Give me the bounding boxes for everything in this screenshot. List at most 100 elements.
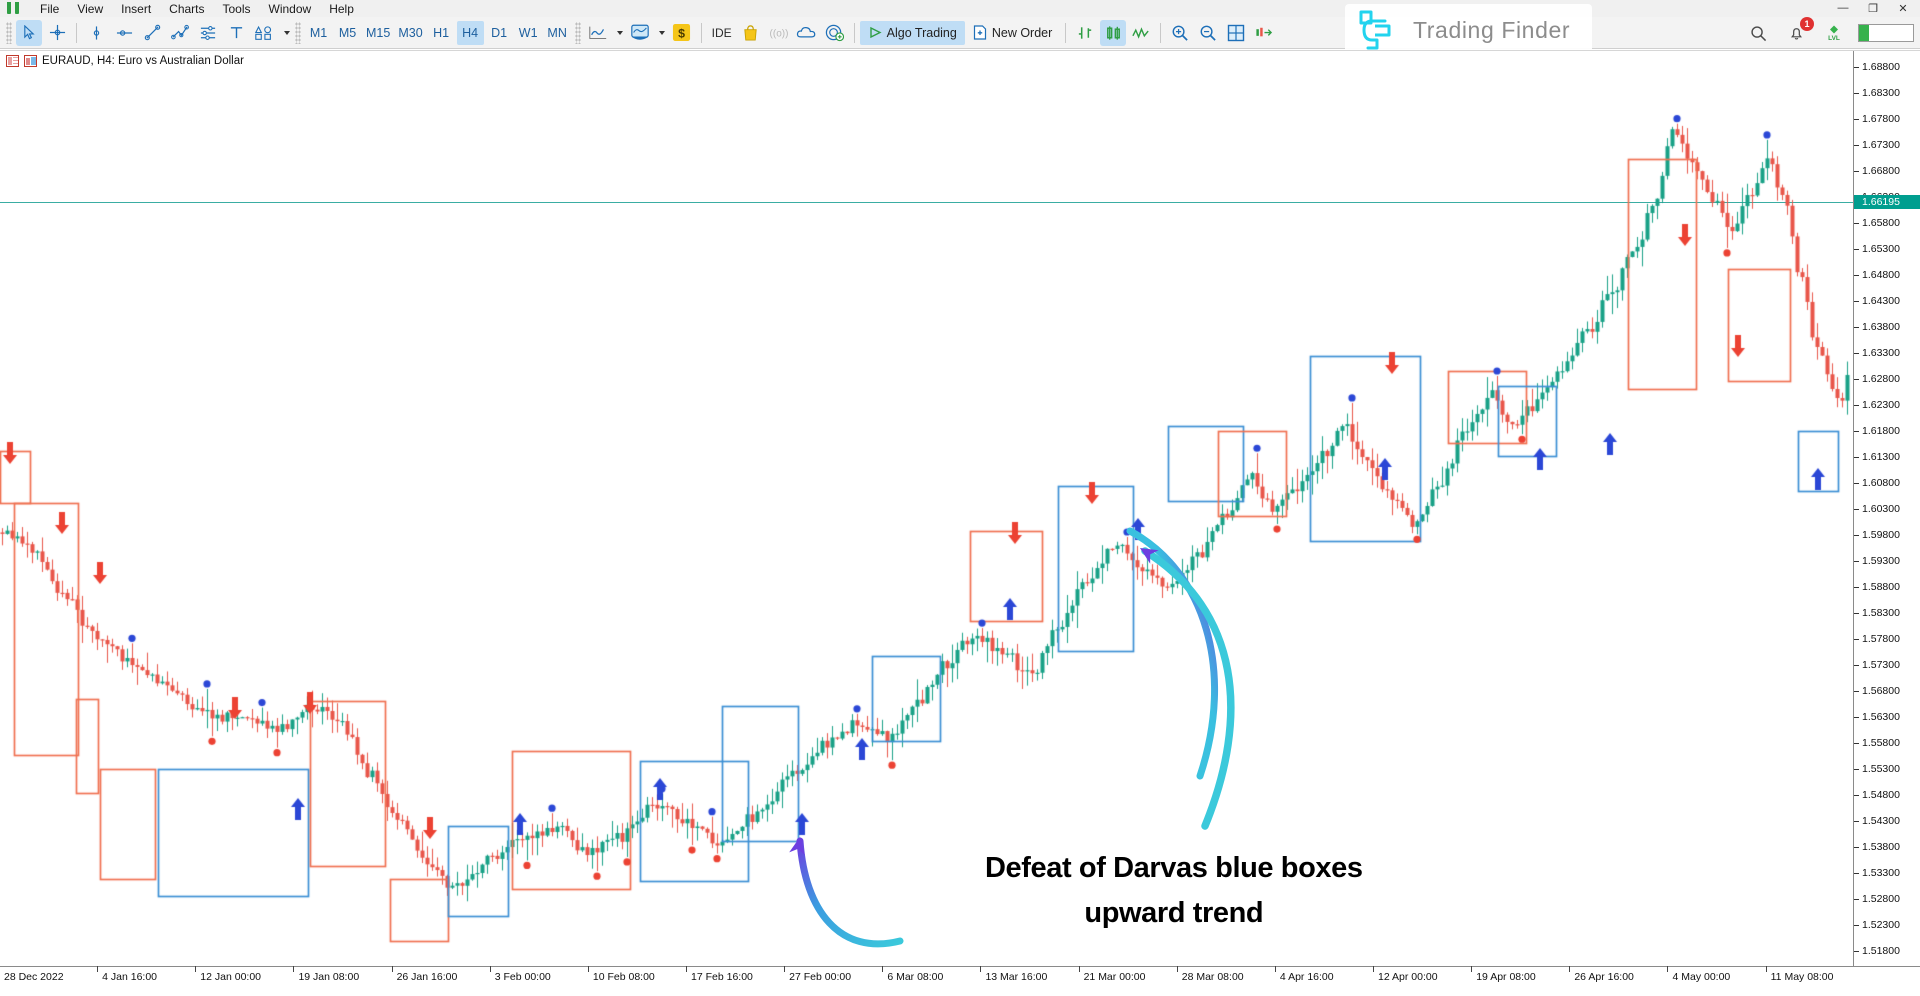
close-button[interactable]: ✕ (1898, 2, 1908, 15)
price-tick: 1.65300 (1854, 243, 1900, 255)
current-price-label: 1.66195 (1854, 195, 1920, 210)
timeframe-w1[interactable]: W1 (518, 25, 538, 40)
toolbar-grip-3[interactable] (574, 21, 581, 44)
horizontal-line-icon[interactable] (111, 20, 137, 46)
price-axis[interactable]: 1.688001.683001.678001.673001.668001.663… (1853, 51, 1920, 967)
search-icon[interactable] (1745, 20, 1771, 46)
notification-badge: 1 (1800, 17, 1814, 31)
cursor-select-icon[interactable] (16, 19, 42, 46)
algo-trading-button[interactable]: Algo Trading (859, 20, 965, 45)
price-tick: 1.56800 (1854, 685, 1900, 697)
time-tick: 27 Feb 00:00 (784, 966, 852, 983)
auto-scroll-icon[interactable] (1251, 20, 1277, 46)
zoom-out-icon[interactable] (1195, 20, 1221, 46)
crosshair-icon[interactable] (44, 20, 70, 46)
time-tick: 19 Apr 08:00 (1471, 966, 1536, 983)
window-controls: — ❐ ✕ (1828, 0, 1918, 16)
restore-button[interactable]: ❐ (1868, 2, 1878, 15)
tile-windows-icon[interactable] (1223, 20, 1249, 46)
chart-symbol-text: EURAUD, H4: Euro vs Australian Dollar (42, 55, 244, 67)
trendline-icon[interactable] (139, 20, 165, 46)
dollar-signals-icon[interactable]: $ (669, 20, 695, 46)
timeframe-m1[interactable]: M1 (309, 25, 328, 40)
ide-icon[interactable]: IDE (708, 20, 736, 46)
time-axis[interactable]: 28 Dec 2022 4 Jan 16:00 12 Jan 00:00 19 Jan… (0, 966, 1920, 996)
line-chart-icon[interactable] (1128, 20, 1154, 46)
time-tick: 3 Feb 00:00 (489, 966, 551, 983)
notifications-bell-icon[interactable]: 1 (1783, 17, 1814, 46)
timeframe-m15[interactable]: M15 (366, 25, 391, 40)
timeframe-h4[interactable]: H4 (456, 20, 484, 45)
price-tick: 1.53300 (1854, 867, 1900, 879)
chart-plot-area[interactable] (0, 51, 1853, 967)
indicators-dropdown-icon[interactable] (613, 20, 625, 46)
price-tick: 1.60800 (1854, 477, 1900, 489)
menu-item-tools[interactable]: Tools (222, 1, 251, 16)
vps-icon[interactable] (822, 20, 848, 46)
toolbar-grip-2[interactable] (295, 21, 301, 44)
time-tick: 10 Feb 08:00 (587, 966, 655, 983)
indicators-icon[interactable] (585, 20, 611, 46)
menu-item-view[interactable]: View (77, 1, 104, 16)
time-tick: 17 Feb 16:00 (686, 966, 753, 983)
toolbar-right-group: 1 LVL (1744, 17, 1914, 46)
metatrader-logo-icon (4, 1, 26, 16)
menu-item-help[interactable]: Help (329, 1, 354, 16)
svg-text:LVL: LVL (1828, 35, 1840, 42)
time-tick: 19 Jan 08:00 (293, 966, 360, 983)
price-tick: 1.51800 (1854, 945, 1900, 957)
timeframe-mn[interactable]: MN (547, 25, 567, 40)
time-tick: 12 Apr 00:00 (1373, 966, 1438, 983)
menu-item-window[interactable]: Window (268, 1, 312, 16)
price-tick: 1.56300 (1854, 711, 1900, 723)
chart-window[interactable]: EURAUD, H4: Euro vs Australian Dollar (0, 50, 1920, 996)
templates-icon[interactable] (627, 20, 653, 46)
new-order-label: New Order (991, 25, 1053, 40)
price-tick: 1.59300 (1854, 555, 1900, 567)
price-tick: 1.59800 (1854, 529, 1900, 541)
darvas-box-overlay (0, 51, 1853, 967)
price-tick: 1.53800 (1854, 841, 1900, 853)
new-order-icon (973, 25, 986, 40)
bar-chart-icon[interactable] (1072, 20, 1098, 46)
signals-icon[interactable]: ((o)) (766, 20, 792, 46)
price-tick: 1.54300 (1854, 815, 1900, 827)
annotation-line-1: Defeat of Darvas blue boxes (985, 852, 1363, 884)
polyline-icon[interactable] (167, 20, 193, 46)
connection-meter[interactable] (1858, 24, 1914, 42)
cloud-icon[interactable] (794, 20, 820, 46)
level-lvl-icon[interactable]: LVL (1821, 20, 1847, 46)
time-tick: 26 Apr 16:00 (1569, 966, 1634, 983)
equidistant-channel-icon[interactable] (195, 20, 221, 46)
time-tick: 12 Jan 00:00 (195, 966, 261, 983)
vertical-line-icon[interactable] (83, 20, 109, 46)
templates-dropdown-icon[interactable] (655, 20, 667, 46)
toolbar-grip[interactable] (6, 21, 12, 44)
time-tick: 4 Jan 16:00 (97, 966, 158, 983)
shapes-dropdown-icon[interactable] (279, 20, 291, 46)
price-tick: 1.55800 (1854, 737, 1900, 749)
price-tick: 1.55300 (1854, 763, 1900, 775)
timeframe-m5[interactable]: M5 (338, 25, 357, 40)
shapes-icon[interactable] (251, 20, 277, 46)
menu-item-insert[interactable]: Insert (121, 1, 152, 16)
market-bag-icon[interactable] (738, 20, 764, 46)
timeframe-h1[interactable]: H1 (433, 25, 450, 40)
new-order-button[interactable]: New Order (965, 21, 1060, 45)
minimize-button[interactable]: — (1837, 2, 1849, 14)
menu-item-file[interactable]: File (40, 1, 60, 16)
toolbar-separator-2 (700, 22, 702, 43)
zoom-in-icon[interactable] (1167, 20, 1193, 46)
price-tick: 1.58800 (1854, 581, 1900, 593)
price-tick: 1.68300 (1854, 87, 1900, 99)
candlestick-chart-icon[interactable] (1100, 19, 1127, 46)
ide-label: IDE (711, 25, 732, 40)
price-tick: 1.58300 (1854, 607, 1900, 619)
timeframe-d1[interactable]: D1 (491, 25, 508, 40)
price-tick: 1.65800 (1854, 217, 1900, 229)
menu-item-charts[interactable]: Charts (169, 1, 205, 16)
timeframe-m30[interactable]: M30 (398, 25, 423, 40)
text-tool-icon[interactable] (223, 20, 249, 46)
price-tick: 1.64800 (1854, 269, 1900, 281)
